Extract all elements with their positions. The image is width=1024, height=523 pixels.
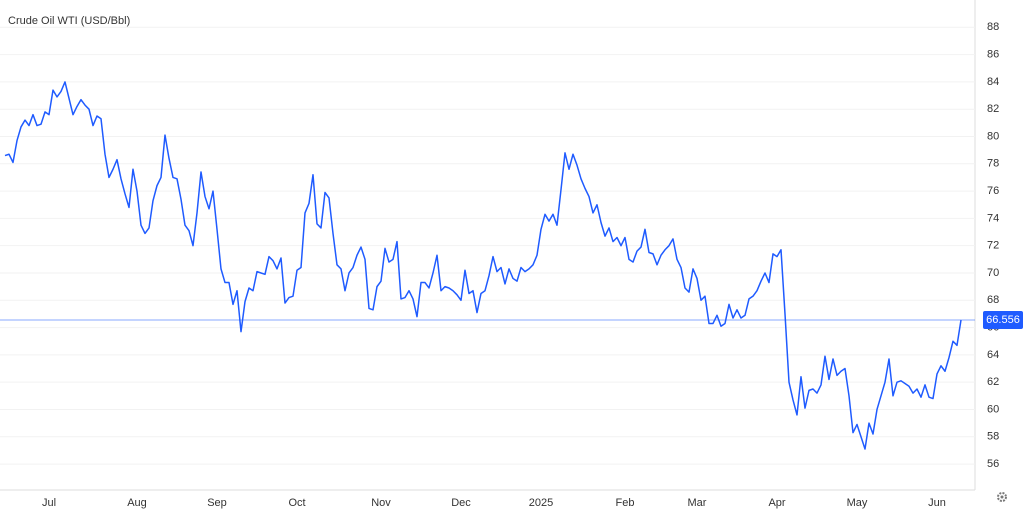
y-tick-label: 70	[987, 267, 999, 279]
y-tick-label: 84	[987, 76, 999, 88]
x-tick-label: Nov	[371, 497, 391, 509]
y-tick-label: 68	[987, 294, 999, 306]
y-tick-label: 78	[987, 158, 999, 170]
last-value-label: 66.556	[986, 314, 1020, 326]
y-tick-label: 76	[987, 185, 999, 197]
x-tick-label: Jun	[928, 497, 946, 509]
y-tick-label: 58	[987, 431, 999, 443]
y-tick-label: 60	[987, 403, 999, 415]
x-tick-label: 2025	[529, 497, 553, 509]
y-tick-label: 82	[987, 103, 999, 115]
y-tick-label: 88	[987, 21, 999, 33]
y-tick-label: 64	[987, 349, 999, 361]
y-tick-label: 80	[987, 130, 999, 142]
y-tick-label: 72	[987, 240, 999, 252]
y-tick-label: 62	[987, 376, 999, 388]
chart-title: Crude Oil WTI (USD/Bbl)	[8, 15, 130, 27]
x-tick-label: Dec	[451, 497, 471, 509]
x-tick-label: Feb	[616, 497, 635, 509]
y-tick-label: 56	[987, 458, 999, 470]
y-tick-label: 74	[987, 212, 999, 224]
y-tick-label: 86	[987, 49, 999, 61]
price-line	[4, 81, 962, 450]
x-tick-label: Oct	[288, 497, 305, 509]
x-tick-label: Sep	[207, 497, 227, 509]
x-tick-label: Jul	[42, 497, 56, 509]
settings-icon[interactable]	[997, 492, 1007, 502]
x-tick-label: Apr	[768, 497, 785, 509]
x-tick-label: Mar	[688, 497, 707, 509]
last-value-badge	[983, 310, 1023, 329]
x-tick-label: Aug	[127, 497, 147, 509]
x-tick-label: May	[847, 497, 868, 509]
